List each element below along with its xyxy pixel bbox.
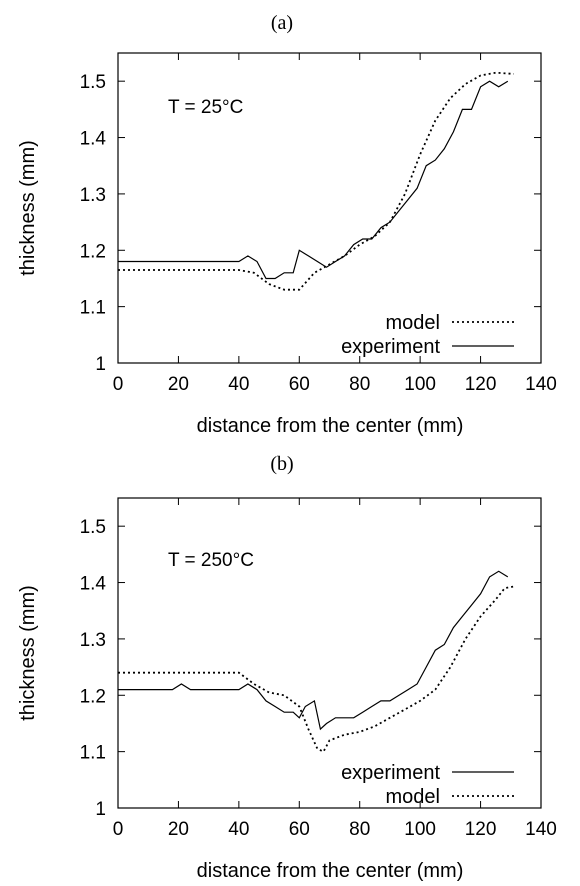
y-tick-label: 1.4 <box>80 129 107 150</box>
x-tick-label: 120 <box>465 374 497 395</box>
x-tick-label: 140 <box>525 374 557 395</box>
y-tick-label: 1.3 <box>80 185 106 206</box>
x-tick-label: 100 <box>404 819 436 840</box>
x-tick-label: 120 <box>465 819 497 840</box>
x-tick-label: 20 <box>168 374 189 395</box>
y-tick-label: 1.3 <box>80 630 106 651</box>
y-tick-label: 1.2 <box>80 686 106 707</box>
legend-label-model: model <box>386 786 440 808</box>
x-tick-label: 40 <box>228 819 249 840</box>
series-line-model <box>118 585 514 753</box>
y-tick-label: 1.5 <box>80 72 106 93</box>
legend-label-experiment: experiment <box>341 336 440 358</box>
x-tick-label: 140 <box>525 819 557 840</box>
y-tick-label: 1 <box>95 354 106 375</box>
x-axis-title-a: distance from the center (mm) <box>197 415 464 437</box>
x-tick-label: 80 <box>349 819 370 840</box>
y-tick-label: 1.1 <box>80 298 106 319</box>
plot-frame-a <box>117 52 542 364</box>
y-tick-label: 1.1 <box>80 743 106 764</box>
y-tick-label: 1.4 <box>80 574 107 595</box>
x-tick-label: 0 <box>113 374 124 395</box>
x-tick-label: 100 <box>404 374 436 395</box>
x-tick-label: 60 <box>289 374 310 395</box>
x-tick-label: 80 <box>349 374 370 395</box>
temperature-annotation-a: T = 25°C <box>168 97 243 118</box>
series-line-experiment <box>118 570 509 731</box>
y-axis-title-a: thickness (mm) <box>17 140 39 276</box>
y-axis-title-b: thickness (mm) <box>17 585 39 721</box>
x-tick-label: 60 <box>289 819 310 840</box>
chart-panel-a: (a) 0 20 40 60 80 100 120 140 1 1.1 1.2 1.3 1.4 1.5 T… <box>17 12 557 437</box>
panel-label-a: (a) <box>271 12 293 34</box>
x-axis-title-b: distance from the center (mm) <box>197 860 464 882</box>
x-tick-label: 0 <box>113 819 124 840</box>
plot-frame-b <box>117 497 542 809</box>
chart-panel-b: (b) 0 20 40 60 80 100 120 140 1 1.1 1.2 1.3 1.4 1.5 T… <box>17 453 557 882</box>
series-line-experiment <box>118 80 509 280</box>
y-tick-label: 1 <box>95 799 106 820</box>
temperature-annotation-b: T = 250°C <box>168 550 254 571</box>
legend-label-model: model <box>386 312 440 334</box>
y-tick-label: 1.5 <box>80 517 106 538</box>
legend-label-experiment: experiment <box>341 762 440 784</box>
x-tick-label: 20 <box>168 819 189 840</box>
y-tick-label: 1.2 <box>80 241 106 262</box>
panel-label-b: (b) <box>270 453 293 475</box>
x-tick-label: 40 <box>228 374 249 395</box>
